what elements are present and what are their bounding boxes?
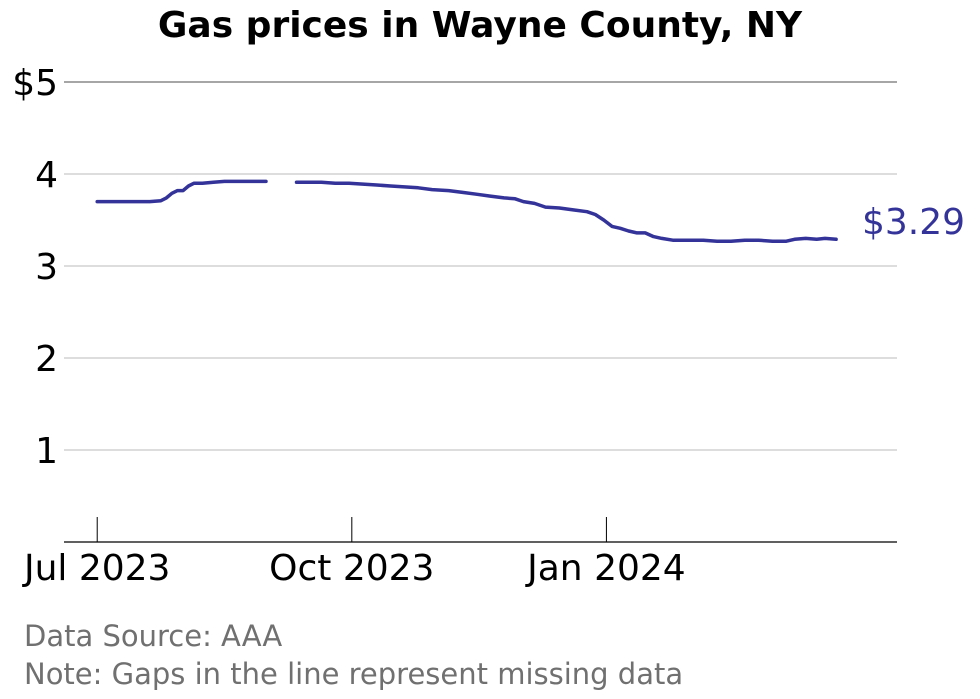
price-line-segment-2 (294, 180, 838, 243)
x-axis (64, 517, 897, 543)
missing-data-note: Note: Gaps in the line represent missing… (24, 657, 683, 691)
price-line-series (95, 179, 838, 243)
x-tick-label: Jan 2024 (525, 548, 686, 589)
y-tick-label: 4 (35, 155, 58, 196)
y-axis-labels: 1 2 3 4 $5 (12, 63, 58, 472)
y-tick-label: 2 (35, 339, 58, 380)
chart-title: Gas prices in Wayne County, NY (158, 5, 803, 46)
gridlines (64, 81, 897, 451)
y-tick-label: $5 (12, 63, 58, 104)
y-tick-label: 1 (35, 431, 58, 472)
x-tick-label: Jul 2023 (22, 548, 171, 589)
price-line-segment-1 (95, 179, 268, 204)
x-tick-label: Oct 2023 (269, 548, 434, 589)
x-axis-labels: Jul 2023 Oct 2023 Jan 2024 (22, 548, 686, 589)
data-source-note: Data Source: AAA (24, 619, 282, 653)
latest-price-label: $3.29 (862, 202, 965, 243)
y-tick-label: 3 (35, 247, 58, 288)
